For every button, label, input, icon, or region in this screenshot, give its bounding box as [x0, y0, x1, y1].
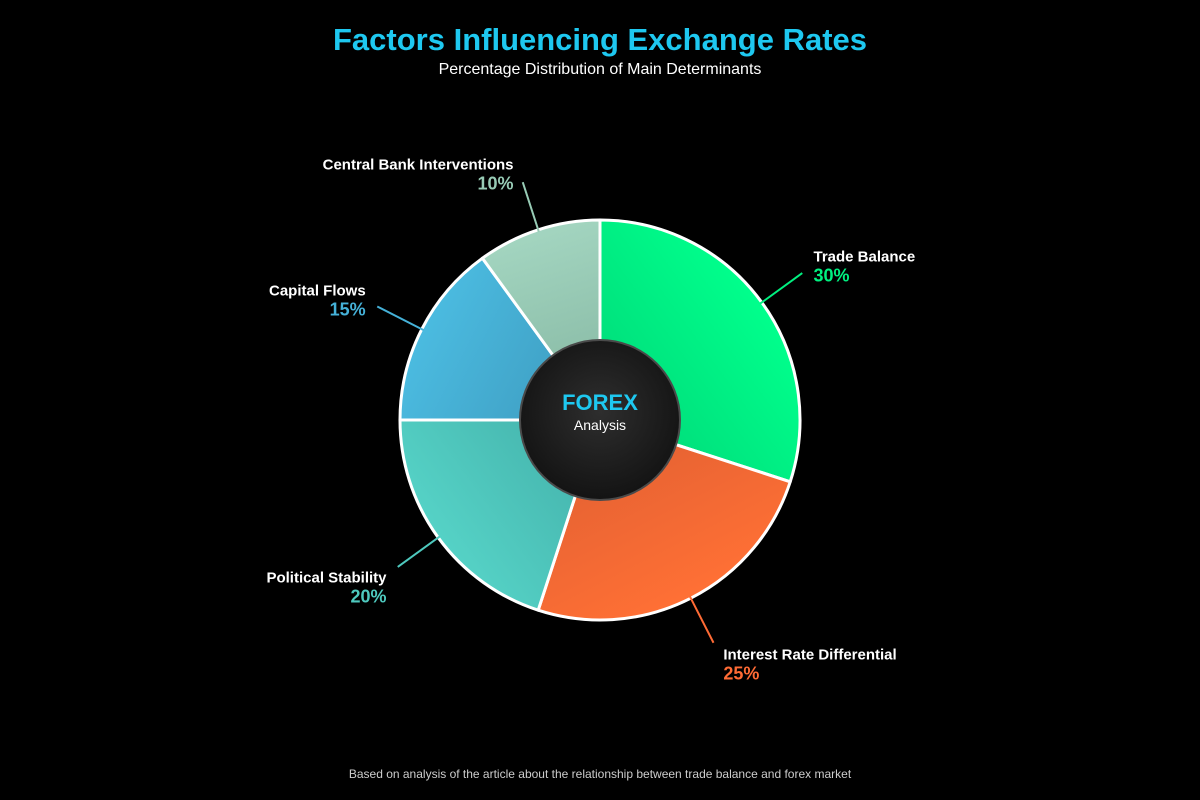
- slice-label-value: 15%: [330, 300, 366, 320]
- leader-line: [397, 535, 441, 568]
- center-circle: [519, 339, 681, 501]
- slice-label-name: Central Bank Interventions: [323, 156, 514, 173]
- slice-label-name: Political Stability: [266, 569, 387, 586]
- chart-title: Factors Influencing Exchange Rates: [332, 22, 868, 57]
- slice-label-value: 20%: [350, 586, 386, 606]
- chart-footer: Based on analysis of the article about t…: [348, 767, 852, 781]
- leader-line: [376, 305, 425, 332]
- leader-line: [521, 181, 540, 232]
- leader-line: [759, 272, 803, 305]
- slice-label-value: 25%: [723, 663, 759, 683]
- slice-label-name: Capital Flows: [269, 283, 366, 300]
- leader-lines: [376, 181, 803, 644]
- slice-label-name: Trade Balance: [813, 249, 915, 266]
- leader-line: [688, 595, 715, 644]
- slice-label-value: 10%: [477, 173, 513, 193]
- center-label: FOREX: [562, 390, 638, 415]
- center-sublabel: Analysis: [574, 417, 626, 433]
- chart-subtitle: Percentage Distribution of Main Determin…: [438, 61, 762, 78]
- slice-label-value: 30%: [813, 266, 849, 286]
- center-hole: FOREX Analysis: [519, 339, 681, 501]
- slice-label-name: Interest Rate Differential: [723, 646, 896, 663]
